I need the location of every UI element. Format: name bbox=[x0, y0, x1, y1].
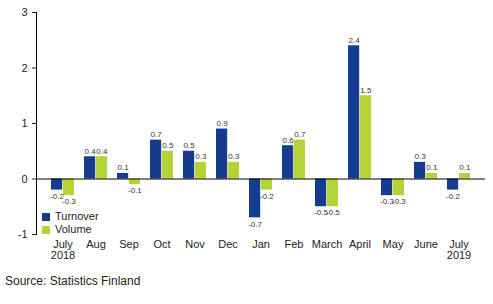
svg-text:0.7: 0.7 bbox=[294, 130, 306, 139]
svg-text:0.3: 0.3 bbox=[415, 152, 427, 161]
svg-text:0.9: 0.9 bbox=[217, 119, 229, 128]
svg-text:-1: -1 bbox=[18, 228, 28, 240]
svg-text:May: May bbox=[383, 238, 404, 250]
svg-text:July2018: July2018 bbox=[51, 238, 75, 261]
svg-text:1.5: 1.5 bbox=[360, 86, 372, 95]
svg-text:0.1: 0.1 bbox=[118, 163, 130, 172]
svg-text:Aug: Aug bbox=[86, 238, 106, 250]
html-text:Source: Statistics Finland: Source: Statistics Finland bbox=[5, 274, 141, 288]
svg-text:1: 1 bbox=[21, 117, 27, 129]
svg-text:0.4: 0.4 bbox=[85, 147, 97, 156]
svg-text:-0.5: -0.5 bbox=[314, 208, 328, 218]
svg-text:-0.3: -0.3 bbox=[392, 197, 406, 206]
svg-text:-0.5: -0.5 bbox=[326, 208, 340, 217]
svg-text:3: 3 bbox=[21, 6, 27, 18]
svg-text:0.6: 0.6 bbox=[283, 136, 295, 145]
svg-text:Feb: Feb bbox=[285, 238, 304, 250]
svg-text:Sep: Sep bbox=[119, 238, 139, 250]
svg-text:-0.3: -0.3 bbox=[62, 197, 76, 206]
svg-text:Oct: Oct bbox=[153, 238, 170, 250]
svg-text:Nov: Nov bbox=[185, 238, 205, 250]
svg-text:0.5: 0.5 bbox=[162, 141, 174, 150]
svg-text:June: June bbox=[414, 238, 438, 250]
svg-text:0.5: 0.5 bbox=[184, 141, 196, 150]
svg-text:2: 2 bbox=[21, 62, 27, 74]
svg-text:April: April bbox=[349, 238, 371, 250]
svg-text:0.1: 0.1 bbox=[459, 163, 471, 172]
svg-text:0: 0 bbox=[21, 173, 27, 185]
svg-text:0.3: 0.3 bbox=[228, 152, 240, 161]
svg-text:0.4: 0.4 bbox=[96, 147, 108, 156]
svg-text:-0.2: -0.2 bbox=[446, 192, 460, 201]
html-text:Turnover: Turnover bbox=[55, 210, 99, 222]
svg-text:0.3: 0.3 bbox=[195, 152, 207, 161]
svg-text:-0.7: -0.7 bbox=[248, 220, 262, 229]
svg-text:Dec: Dec bbox=[218, 238, 238, 250]
svg-text:-0.1: -0.1 bbox=[128, 186, 142, 195]
svg-text:March: March bbox=[312, 238, 343, 250]
html-text:Volume: Volume bbox=[55, 223, 92, 235]
svg-text:-0.3: -0.3 bbox=[380, 197, 394, 207]
svg-text:0.1: 0.1 bbox=[426, 163, 438, 172]
svg-text:Jan: Jan bbox=[252, 238, 270, 250]
svg-text:-0.2: -0.2 bbox=[260, 192, 274, 201]
svg-text:July2019: July2019 bbox=[447, 238, 471, 261]
svg-text:0.7: 0.7 bbox=[151, 130, 163, 139]
svg-text:2.4: 2.4 bbox=[349, 36, 361, 45]
svg-text:-0.2: -0.2 bbox=[50, 191, 64, 201]
